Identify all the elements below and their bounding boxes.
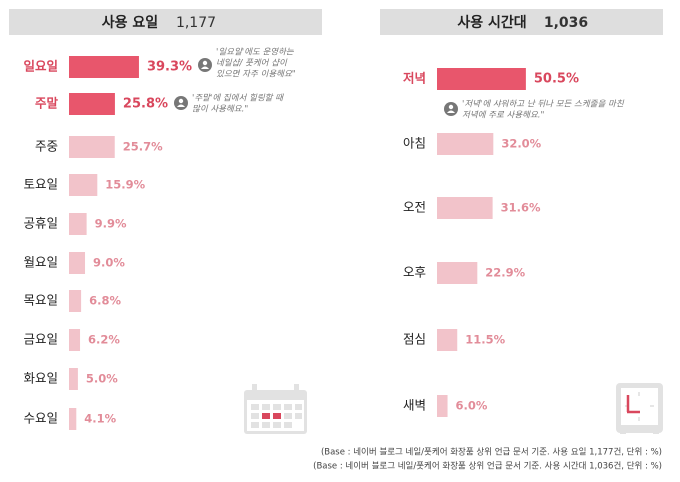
value-label: 25.7% (123, 140, 163, 154)
value-label: 50.5% (534, 72, 579, 87)
bar (69, 252, 86, 274)
bar (69, 329, 81, 351)
chart-subtitle: 1,036 (544, 15, 588, 31)
category-label: 점심 (403, 332, 426, 347)
category-label: 새벽 (403, 398, 426, 413)
chart-title: 사용 요일 (102, 15, 158, 31)
bar (69, 136, 115, 158)
category-label: 목요일 (23, 293, 58, 308)
value-label: 31.6% (501, 201, 541, 215)
annotation-icon (201, 66, 209, 69)
annotation-text: 저녁에 주로 사용해요." (462, 110, 544, 121)
bar (437, 133, 494, 155)
category-label: 저녁 (403, 71, 426, 86)
bar (69, 56, 139, 78)
category-label: 오후 (403, 265, 426, 280)
annotation-icon (447, 110, 455, 113)
annotation-text: '일요일'에도 운영하는 (216, 47, 295, 58)
category-label: 아침 (403, 136, 426, 151)
annotation-icon (202, 60, 208, 66)
category-label: 금요일 (23, 332, 58, 347)
annotation-text: '주말'에 집에서 힐링할 때 (192, 93, 284, 104)
value-label: 25.8% (123, 97, 168, 112)
bar (437, 68, 526, 90)
value-label: 9.9% (95, 217, 127, 231)
bar (69, 213, 87, 235)
annotation-text: 많이 사용해요." (192, 104, 248, 115)
bar (437, 329, 458, 351)
category-label: 토요일 (23, 177, 58, 192)
title-bar (380, 9, 663, 35)
category-label: 월요일 (23, 255, 58, 270)
bar (69, 174, 98, 196)
category-label: 공휴일 (23, 216, 58, 231)
value-label: 6.8% (89, 294, 121, 308)
value-label: 9.0% (93, 256, 125, 270)
chart-subtitle: 1,177 (176, 15, 216, 31)
category-label: 주말 (35, 96, 59, 111)
annotation-icon (177, 104, 185, 107)
annotation-text: 있으면 자주 이용해요" (216, 69, 296, 80)
value-label: 4.1% (84, 412, 116, 426)
value-label: 5.0% (86, 372, 118, 386)
footnote: (Base : 네이버 블로그 네일/풋케어 화장품 상위 언급 문서 기준. … (321, 447, 662, 458)
value-label: 6.2% (88, 333, 120, 347)
bar (437, 197, 493, 219)
chart-title: 사용 시간대 (457, 14, 526, 31)
value-label: 39.3% (147, 60, 192, 75)
title-bar (9, 9, 322, 35)
clock-icon (616, 383, 663, 434)
category-label: 일요일 (23, 59, 58, 74)
annotation-text: '저녁'에 샤워하고 난 뒤나 모든 스케줄을 마친 (462, 99, 625, 110)
annotation-icon (178, 98, 184, 104)
category-label: 오전 (403, 200, 426, 215)
value-label: 22.9% (485, 266, 525, 280)
value-label: 15.9% (105, 178, 145, 192)
category-label: 수요일 (23, 411, 58, 426)
annotation-icon (448, 104, 454, 110)
value-label: 6.0% (456, 399, 488, 413)
bar (69, 408, 77, 430)
bar (69, 368, 78, 390)
calendar-icon (244, 384, 307, 434)
annotation-text: 네일샵/ 풋케어 샵이 (216, 58, 288, 69)
bar (437, 395, 448, 417)
category-label: 주중 (35, 139, 58, 154)
bar (69, 93, 115, 115)
value-label: 11.5% (465, 333, 505, 347)
category-label: 화요일 (23, 371, 58, 386)
bar (69, 290, 82, 312)
footnote: (Base : 네이버 블로그 네일/풋케어 화장품 상위 언급 문서 기준. … (313, 461, 662, 472)
value-label: 32.0% (501, 137, 541, 151)
bar (437, 262, 478, 284)
